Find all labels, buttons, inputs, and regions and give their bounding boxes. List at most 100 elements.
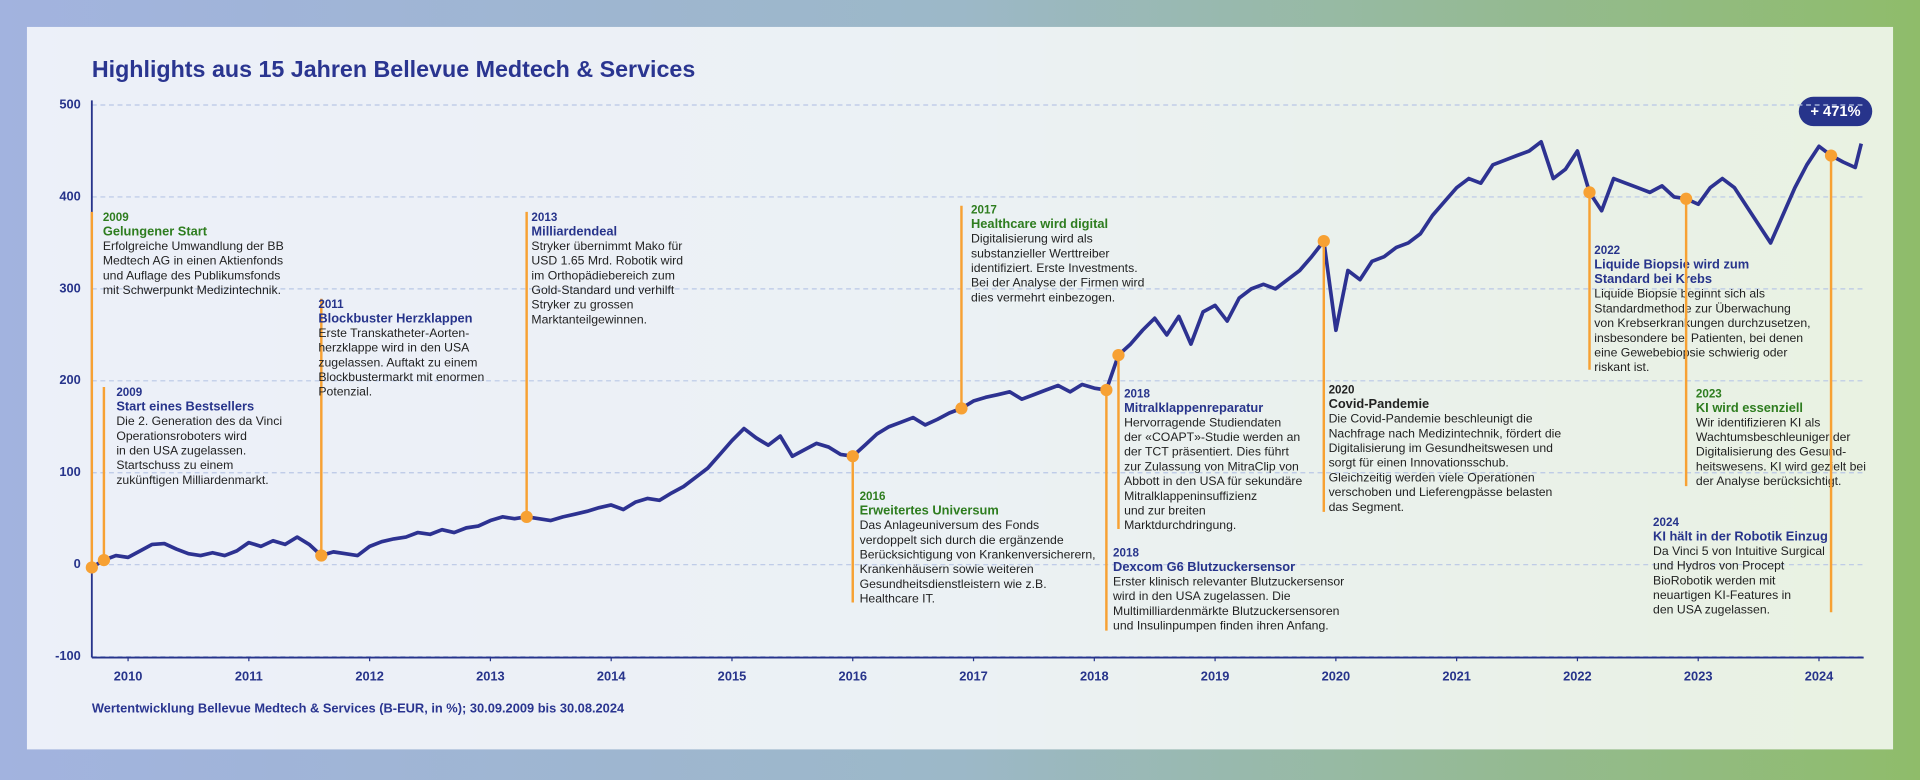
x-tick-label: 2019 (1201, 669, 1230, 684)
event-heading: Milliardendeal (531, 223, 617, 238)
event-marker (85, 561, 98, 574)
event-heading: Dexcom G6 Blutzuckersensor (1113, 559, 1295, 574)
event-text: riskant ist. (1594, 360, 1649, 374)
event-text: Krankenhäusern sowie weiteren (860, 562, 1034, 576)
event-text: Mitralklappeninsuffizienz (1124, 489, 1257, 503)
x-tick-label: 2023 (1684, 669, 1713, 684)
performance-line (90, 139, 1864, 569)
x-tick-label: 2021 (1442, 669, 1471, 684)
event-text: von Krebserkrankungen durchzusetzen, (1594, 316, 1810, 330)
event-text: und zur breiten (1124, 503, 1206, 517)
event-marker (315, 549, 328, 562)
event-marker (520, 510, 533, 524)
event-year: 2013 (531, 211, 557, 224)
event-text: Die 2. Generation des da Vinci (116, 414, 282, 428)
event-text: Healthcare IT. (860, 592, 935, 606)
event-heading: KI wird essenziell (1696, 400, 1803, 415)
event-text: mit Schwerpunkt Medizintechnik. (103, 283, 281, 297)
chart-title: Highlights aus 15 Jahren Bellevue Medtec… (92, 56, 695, 82)
x-tick-label: 2022 (1563, 669, 1592, 684)
event-text: dies vermehrt einbezogen. (971, 290, 1115, 304)
x-tick-label: 2017 (959, 669, 988, 684)
event-text: Erste Transkatheter-Aorten- (318, 326, 469, 340)
event-heading: Mitralklappenreparatur (1124, 400, 1263, 415)
event-text: Hervorragende Studiendaten (1124, 415, 1281, 429)
x-tick-label: 2015 (718, 669, 747, 684)
event-heading: KI hält in der Robotik Einzug (1653, 528, 1828, 543)
event-text: substanzieller Werttreiber (971, 246, 1110, 260)
event-year: 2023 (1696, 387, 1722, 400)
event-year: 2011 (318, 298, 344, 311)
event-text: den USA zugelassen. (1653, 603, 1770, 617)
event-text: Digitalisierung wird als (971, 232, 1093, 246)
event-text: Erster klinisch relevanter Blutzuckersen… (1113, 574, 1344, 588)
event-text: verschoben und Lieferengpässe belasten (1329, 485, 1553, 499)
event-text: Marktdurchdringung. (1124, 518, 1236, 532)
event-text: Multimilliardenmärkte Blutzuckersensoren (1113, 604, 1340, 618)
caption: Wertentwicklung Bellevue Medtech & Servi… (92, 700, 625, 715)
event-text: wird in den USA zugelassen. Die (1112, 589, 1291, 603)
event-marker (1583, 186, 1596, 199)
event-text: Die Covid-Pandemie beschleunigt die (1329, 412, 1533, 426)
event-marker (1112, 348, 1125, 362)
event-text: das Segment. (1329, 500, 1405, 514)
x-tick-label: 2010 (114, 669, 143, 684)
event-text: heitswesens. KI wird gezielt bei (1696, 459, 1866, 473)
event-text: Stryker übernimmt Mako für (531, 239, 682, 253)
event-text: identifiziert. Erste Investments. (971, 261, 1138, 275)
event-text: im Orthopädiebereich zum (531, 268, 674, 282)
badge-text: + 471% (1810, 104, 1860, 120)
event-text: Das Anlageuniversum des Fonds (860, 518, 1040, 532)
event-text: der «COAPT»-Studie werden an (1124, 430, 1300, 444)
x-tick-label: 2011 (235, 669, 263, 684)
event-heading: Standard bei Krebs (1594, 271, 1712, 286)
event-text: Potenzial. (318, 385, 372, 399)
event-text: Bei der Analyse der Firmen wird (971, 276, 1145, 290)
event-text: sorgt für einen Innovationsschub. (1329, 456, 1509, 470)
event-text: Digitalisierung des Gesund- (1696, 445, 1846, 459)
event-text: der TCT präsentiert. Dies führt (1124, 445, 1289, 459)
event-text: Gleichzeitig werden viele Operationen (1329, 470, 1535, 484)
event-text: Wir identifizieren KI als (1696, 415, 1820, 429)
event-text: und Hydros von Procept (1653, 559, 1785, 573)
event-text: Gesundheitsdienstleistern wie z.B. (860, 577, 1047, 591)
event-year: 2016 (860, 490, 886, 503)
event-marker (1824, 149, 1838, 162)
event-text: USD 1.65 Mrd. Robotik wird (531, 254, 683, 268)
event-year: 2017 (971, 204, 997, 217)
event-year: 2009 (103, 211, 129, 224)
event-marker (1317, 234, 1330, 248)
event-text: Stryker zu grossen (531, 298, 633, 312)
event-text: Gold-Standard und verhilft (531, 283, 674, 297)
event-year: 2020 (1329, 384, 1355, 397)
event-year: 2018 (1124, 387, 1150, 400)
event-year: 2024 (1653, 516, 1679, 529)
event-text: Berücksichtigung von Krankenversicherern… (860, 548, 1096, 562)
event-text: zukünftigen Milliardenmarkt. (116, 473, 268, 487)
panel (26, 26, 1894, 750)
x-tick-label: 2013 (476, 669, 505, 684)
y-tick-label: 100 (59, 464, 80, 479)
grid: -100 0 100 200 300 400 500 2010 2011 2012 2013 2014… (55, 96, 1864, 684)
event-marker (97, 553, 111, 567)
event-text: Wachtumsbeschleuniger der (1696, 430, 1851, 444)
event-marker (955, 402, 968, 415)
event-text: der Analyse berücksichtigt. (1696, 474, 1842, 488)
event-text: Startschuss zu einem (116, 458, 233, 472)
event-text: Blockbustermarkt mit enormen (318, 370, 484, 384)
event-heading: Liquide Biopsie wird zum (1594, 256, 1749, 271)
event-heading: Healthcare wird digital (971, 216, 1108, 231)
event-heading: Start eines Bestsellers (116, 399, 254, 414)
event-text: insbesondere bei Patienten, bei denen (1594, 331, 1803, 345)
event-heading: Erweitertes Universum (860, 503, 999, 518)
event-text: BioRobotik werden mit (1653, 573, 1776, 587)
y-tick-label: -100 (55, 648, 81, 663)
event-heading: Covid-Pandemie (1329, 396, 1430, 411)
x-tick-label: 2018 (1080, 669, 1109, 684)
y-tick-label: 300 (59, 280, 80, 295)
event-text: zugelassen. Auftakt zu einem (318, 355, 477, 369)
